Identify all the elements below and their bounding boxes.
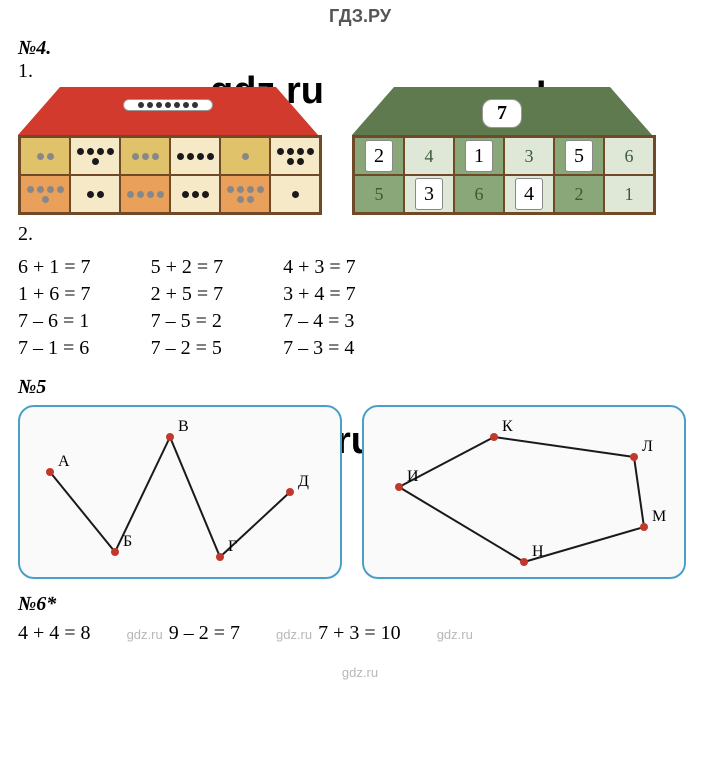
- svg-text:Л: Л: [642, 438, 653, 455]
- house1-grid: [18, 135, 322, 215]
- house1-cell: [20, 175, 70, 213]
- equation-line: 2 + 5 = 7: [151, 281, 224, 308]
- ex4-sub2: 2.: [18, 223, 720, 246]
- roof-label-dots: [123, 99, 213, 111]
- equation-line: 1 + 6 = 7: [18, 281, 91, 308]
- house2-cell: 4: [504, 175, 554, 213]
- house1-cell: [170, 175, 220, 213]
- svg-text:Д: Д: [298, 473, 309, 490]
- svg-text:К: К: [502, 418, 513, 435]
- house2-grid: 241356536421: [352, 135, 656, 215]
- house2-cell: 1: [604, 175, 654, 213]
- ex5-title: №5: [18, 376, 720, 399]
- footer-watermark: gdz.ru: [0, 665, 720, 680]
- eq-col-1: 6 + 1 = 71 + 6 = 77 – 6 = 17 – 1 = 6: [18, 254, 91, 362]
- shapes-row: А Б В Г Д И К Л М Н: [18, 405, 720, 579]
- eq6-1: 4 + 4 = 8: [18, 622, 91, 645]
- houses-row: 7 241356536421: [18, 87, 720, 215]
- roof-green: 7: [352, 87, 652, 135]
- house2-cell: 6: [604, 137, 654, 175]
- house2-cell: 1: [454, 137, 504, 175]
- shape-box-1: А Б В Г Д: [18, 405, 342, 579]
- house1-cell: [270, 175, 320, 213]
- house1-cell: [220, 137, 270, 175]
- house2-cell: 6: [454, 175, 504, 213]
- equation-line: 7 – 2 = 5: [151, 335, 224, 362]
- house2-cell: 4: [404, 137, 454, 175]
- house1-cell: [220, 175, 270, 213]
- watermark-small: gdz.ru: [276, 627, 312, 642]
- equation-line: 7 – 1 = 6: [18, 335, 91, 362]
- roof-red: [18, 87, 318, 135]
- watermark-small: gdz.ru: [437, 627, 473, 642]
- eq-col-2: 5 + 2 = 72 + 5 = 77 – 5 = 27 – 2 = 5: [151, 254, 224, 362]
- svg-text:Н: Н: [532, 543, 544, 560]
- ex6-equations: 4 + 4 = 8 gdz.ru 9 – 2 = 7 gdz.ru 7 + 3 …: [18, 622, 720, 645]
- house1-cell: [20, 137, 70, 175]
- svg-text:Б: Б: [123, 533, 132, 550]
- polyline-svg-1: А Б В Г Д: [20, 407, 340, 577]
- equation-line: 7 – 5 = 2: [151, 308, 224, 335]
- equation-line: 7 – 4 = 3: [283, 308, 356, 335]
- roof-label-num: 7: [482, 99, 522, 128]
- house2-cell: 5: [354, 175, 404, 213]
- equations: 6 + 1 = 71 + 6 = 77 – 6 = 17 – 1 = 6 5 +…: [18, 254, 720, 362]
- equation-line: 4 + 3 = 7: [283, 254, 356, 281]
- house-1: [18, 87, 322, 215]
- svg-text:М: М: [652, 508, 666, 525]
- ex4-sub1: 1.: [18, 60, 720, 83]
- ex6-title: №6*: [18, 593, 720, 616]
- eq6-2: 9 – 2 = 7: [169, 622, 240, 645]
- house-2: 7 241356536421: [352, 87, 656, 215]
- watermark-small: gdz.ru: [127, 627, 163, 642]
- svg-text:Г: Г: [228, 538, 237, 555]
- house2-cell: 3: [504, 137, 554, 175]
- house2-cell: 2: [554, 175, 604, 213]
- house2-cell: 3: [404, 175, 454, 213]
- house1-cell: [270, 137, 320, 175]
- house1-cell: [120, 137, 170, 175]
- house1-cell: [70, 137, 120, 175]
- equation-line: 5 + 2 = 7: [151, 254, 224, 281]
- house1-cell: [70, 175, 120, 213]
- page-header: ГДЗ.РУ: [0, 0, 720, 27]
- house1-cell: [170, 137, 220, 175]
- eq-col-3: 4 + 3 = 73 + 4 = 77 – 4 = 37 – 3 = 4: [283, 254, 356, 362]
- svg-text:В: В: [178, 418, 189, 435]
- equation-line: 3 + 4 = 7: [283, 281, 356, 308]
- svg-text:И: И: [407, 468, 419, 485]
- equation-line: 7 – 3 = 4: [283, 335, 356, 362]
- house2-cell: 2: [354, 137, 404, 175]
- eq6-3: 7 + 3 = 10: [318, 622, 401, 645]
- ex4-title: №4.: [18, 37, 720, 60]
- svg-text:А: А: [58, 453, 70, 470]
- house1-cell: [120, 175, 170, 213]
- equation-line: 7 – 6 = 1: [18, 308, 91, 335]
- house2-cell: 5: [554, 137, 604, 175]
- equation-line: 6 + 1 = 7: [18, 254, 91, 281]
- shape-box-2: И К Л М Н: [362, 405, 686, 579]
- polyline-svg-2: И К Л М Н: [364, 407, 684, 577]
